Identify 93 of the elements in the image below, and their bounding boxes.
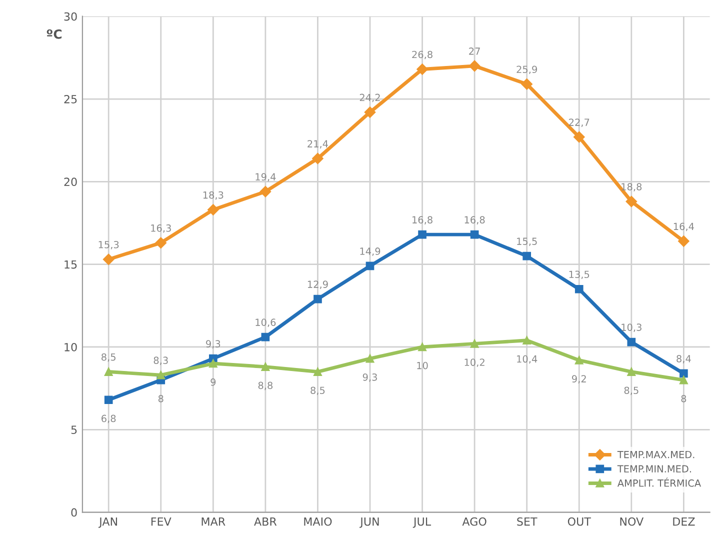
legend-label: TEMP.MIN.MED. (617, 465, 691, 472)
y-tick-label: 25 (64, 94, 77, 104)
point (470, 230, 479, 239)
data-label: 13,5 (569, 270, 590, 280)
data-label: 16,8 (464, 216, 485, 224)
data-label: 16,8 (412, 216, 432, 224)
point (104, 368, 113, 376)
data-label: 15,3 (98, 240, 119, 250)
point (208, 359, 218, 368)
data-label: 9,2 (572, 375, 586, 384)
y-tick-label: 0 (71, 508, 77, 517)
point (418, 342, 426, 352)
data-label: 25,9 (516, 66, 537, 74)
point (366, 262, 374, 270)
point (680, 369, 688, 378)
x-tick-label: OUT (568, 517, 591, 526)
point (260, 186, 272, 198)
data-label: 10,4 (517, 355, 538, 364)
point (522, 336, 532, 345)
data-label: 8,5 (102, 353, 116, 362)
data-label: 16,3 (151, 224, 171, 233)
data-label: 18,3 (203, 191, 224, 200)
point (680, 376, 688, 384)
point (574, 284, 584, 294)
data-label: 9 (210, 378, 216, 386)
point (627, 338, 636, 346)
x-tick-label: SET (517, 517, 538, 526)
point (102, 254, 114, 265)
data-label: 8,8 (258, 382, 273, 390)
point (574, 356, 584, 364)
point (521, 78, 532, 90)
legend-label: TEMP.MAX.MED. (617, 451, 694, 458)
data-label: 22,7 (569, 118, 590, 127)
point (366, 354, 374, 363)
point (627, 368, 636, 376)
data-label: 8,5 (624, 386, 638, 396)
data-label: 16,4 (674, 222, 694, 232)
y-tick-label: 5 (71, 426, 77, 434)
data-label: 12,9 (308, 280, 328, 289)
point (470, 340, 479, 348)
point (678, 236, 690, 247)
data-label: 10,3 (622, 324, 642, 332)
x-tick-label: JUL (412, 518, 432, 528)
x-tick-label: ABR (254, 518, 277, 526)
data-label: 9,3 (362, 373, 377, 382)
point (208, 204, 219, 216)
data-label: 24,2 (360, 94, 380, 102)
data-label: 21,4 (308, 140, 328, 148)
data-label: 9,3 (206, 340, 220, 348)
data-label: 10 (417, 362, 428, 370)
point (314, 294, 322, 304)
x-tick-label: AGO (462, 517, 486, 526)
data-label: 8,5 (310, 386, 325, 396)
y-tick-label: 20 (64, 178, 77, 186)
point (418, 230, 426, 239)
data-label: 8 (158, 394, 164, 402)
data-label: 8,3 (154, 356, 168, 366)
data-label: 26,8 (412, 50, 432, 60)
x-tick-label: DEZ (673, 518, 695, 526)
y-tick-label: 30 (64, 12, 77, 21)
point (261, 362, 270, 371)
y-tick-label: 15 (64, 260, 77, 269)
point (626, 196, 638, 208)
y-axis-title: ºC (46, 29, 62, 39)
data-label: 10,6 (256, 318, 276, 327)
point (468, 60, 480, 72)
x-tick-label: MAR (202, 518, 226, 526)
x-tick-label: FEV (151, 518, 172, 526)
point (574, 131, 585, 143)
data-label: 6,8 (102, 414, 116, 424)
y-tick-label: 10 (64, 342, 77, 352)
x-tick-label: JAN (98, 518, 117, 528)
data-label: 15,5 (517, 238, 537, 246)
point (522, 252, 532, 260)
x-tick-label: NOV (620, 517, 644, 526)
point (261, 332, 270, 342)
data-label: 27 (469, 48, 480, 55)
legend-label: AMPLIT. TÉRMICA (617, 478, 701, 487)
data-label: 18,8 (622, 183, 642, 192)
point (416, 64, 428, 75)
data-label: 8,4 (676, 355, 691, 364)
data-label: 19,4 (256, 173, 276, 182)
point (156, 370, 166, 380)
point (155, 237, 166, 248)
x-tick-label: JUN (360, 518, 379, 528)
data-label: 8 (681, 394, 686, 402)
data-label: 10,2 (464, 358, 484, 367)
point (312, 152, 324, 164)
point (104, 396, 113, 404)
data-label: 14,9 (360, 248, 380, 256)
point (364, 106, 376, 118)
x-tick-label: MAIO (304, 517, 332, 526)
point (314, 368, 322, 376)
